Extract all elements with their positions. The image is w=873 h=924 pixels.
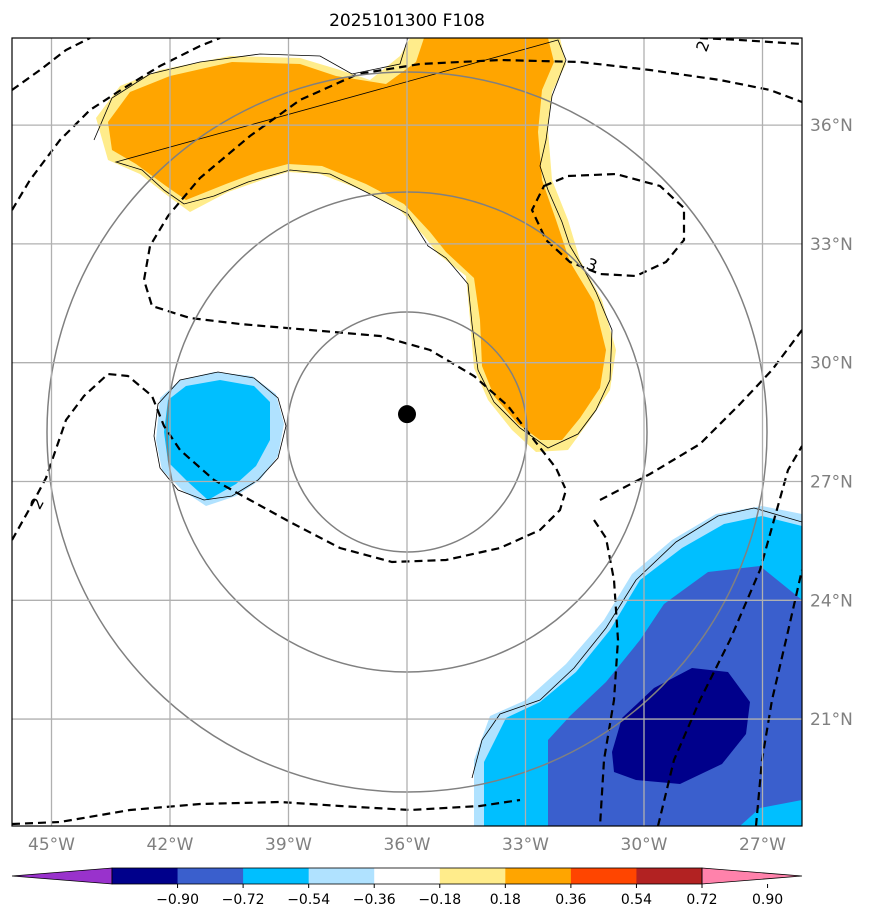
- longitude-tick-label: 45°W: [28, 835, 75, 855]
- graticule: [12, 38, 802, 826]
- colorbar-frame: [111, 867, 703, 885]
- colorbar-tick-label: 0.54: [621, 892, 652, 908]
- contour-line: [699, 38, 802, 46]
- colorbar-tick-label: 0.90: [752, 892, 783, 908]
- map-frame: [11, 37, 803, 827]
- contour-line: [12, 798, 521, 826]
- map-title: 2025101300 F108: [329, 11, 485, 31]
- longitude-tick-label: 30°W: [621, 835, 668, 855]
- colorbar-tick-label: −0.18: [418, 892, 461, 908]
- longitude-tick-label: 33°W: [502, 835, 549, 855]
- longitude-tick-label: 39°W: [265, 835, 312, 855]
- negative-anomaly-west-region: [153, 371, 287, 506]
- contour-line: [12, 58, 802, 564]
- colorbar-segment: [505, 868, 572, 884]
- colorbar-segment: [243, 868, 310, 884]
- positive-anomaly-core: [108, 38, 606, 440]
- longitude-tick-label: 42°W: [147, 835, 194, 855]
- contour-label: 2: [692, 38, 713, 54]
- latitude-tick-label: 21°N: [810, 710, 853, 730]
- colorbar-tick-label: 0.18: [490, 892, 521, 908]
- colorbar-tick-label: −0.72: [222, 892, 265, 908]
- colorbar-labels: −0.90 −0.72 −0.54 −0.36 −0.18 0.18 0.36 0.54 0.7…: [156, 892, 783, 908]
- map-area: 2 3 2: [12, 38, 802, 826]
- contour-line: [754, 569, 802, 826]
- positive-anomaly-region: [93, 38, 616, 452]
- longitude-tick-label: 27°W: [739, 835, 786, 855]
- colorbar-segment: [112, 868, 179, 884]
- contour-line: [656, 445, 802, 826]
- colorbar-segment: [177, 868, 244, 884]
- negative-anomaly-west-outline: [153, 371, 287, 501]
- colorbar-extend-high: [701, 867, 803, 885]
- longitude-tick-label: 36°W: [384, 835, 431, 855]
- latitude-tick-label: 33°N: [810, 235, 853, 255]
- longitude-labels: 45°W 42°W 39°W 36°W 33°W 30°W 27°W: [28, 835, 786, 855]
- colorbar-segment: [636, 868, 703, 884]
- colorbar-tick-label: −0.36: [353, 892, 396, 908]
- latitude-tick-label: 27°N: [810, 472, 853, 492]
- contour-line: [599, 329, 802, 501]
- negative-anomaly-southeast-outline: [471, 507, 802, 779]
- contour-line: [530, 172, 686, 278]
- colorbar-tick-label: 0.36: [555, 892, 586, 908]
- colorbar-extend-low: [11, 867, 113, 885]
- contour-label: 3: [584, 254, 600, 275]
- latitude-tick-label: 30°N: [810, 354, 853, 374]
- contour-line: [12, 38, 91, 91]
- latitude-tick-label: 24°N: [810, 591, 853, 611]
- colorbar-tick-label: 0.72: [686, 892, 717, 908]
- negative-anomaly-southeast-region: [471, 506, 802, 826]
- latitude-tick-label: 36°N: [810, 116, 853, 136]
- colorbar: [11, 867, 803, 888]
- colorbar-segment: [374, 868, 441, 884]
- positive-anomaly-outline: [93, 38, 613, 449]
- negative-anomaly-west-core: [164, 380, 270, 500]
- colorbar-segment: [570, 868, 637, 884]
- latitude-labels: 36°N 33°N 30°N 27°N 24°N 21°N: [810, 116, 853, 730]
- colorbar-segment: [308, 868, 375, 884]
- colorbar-tick-label: −0.54: [287, 892, 330, 908]
- contour-line: [12, 38, 221, 211]
- negative-anomaly-southeast-deep: [612, 668, 750, 784]
- contour-line: [593, 519, 620, 826]
- colorbar-segment: [439, 868, 506, 884]
- contour-label: 2: [26, 494, 48, 512]
- colorbar-tick-label: −0.90: [156, 892, 199, 908]
- storm-center-marker: [398, 405, 416, 424]
